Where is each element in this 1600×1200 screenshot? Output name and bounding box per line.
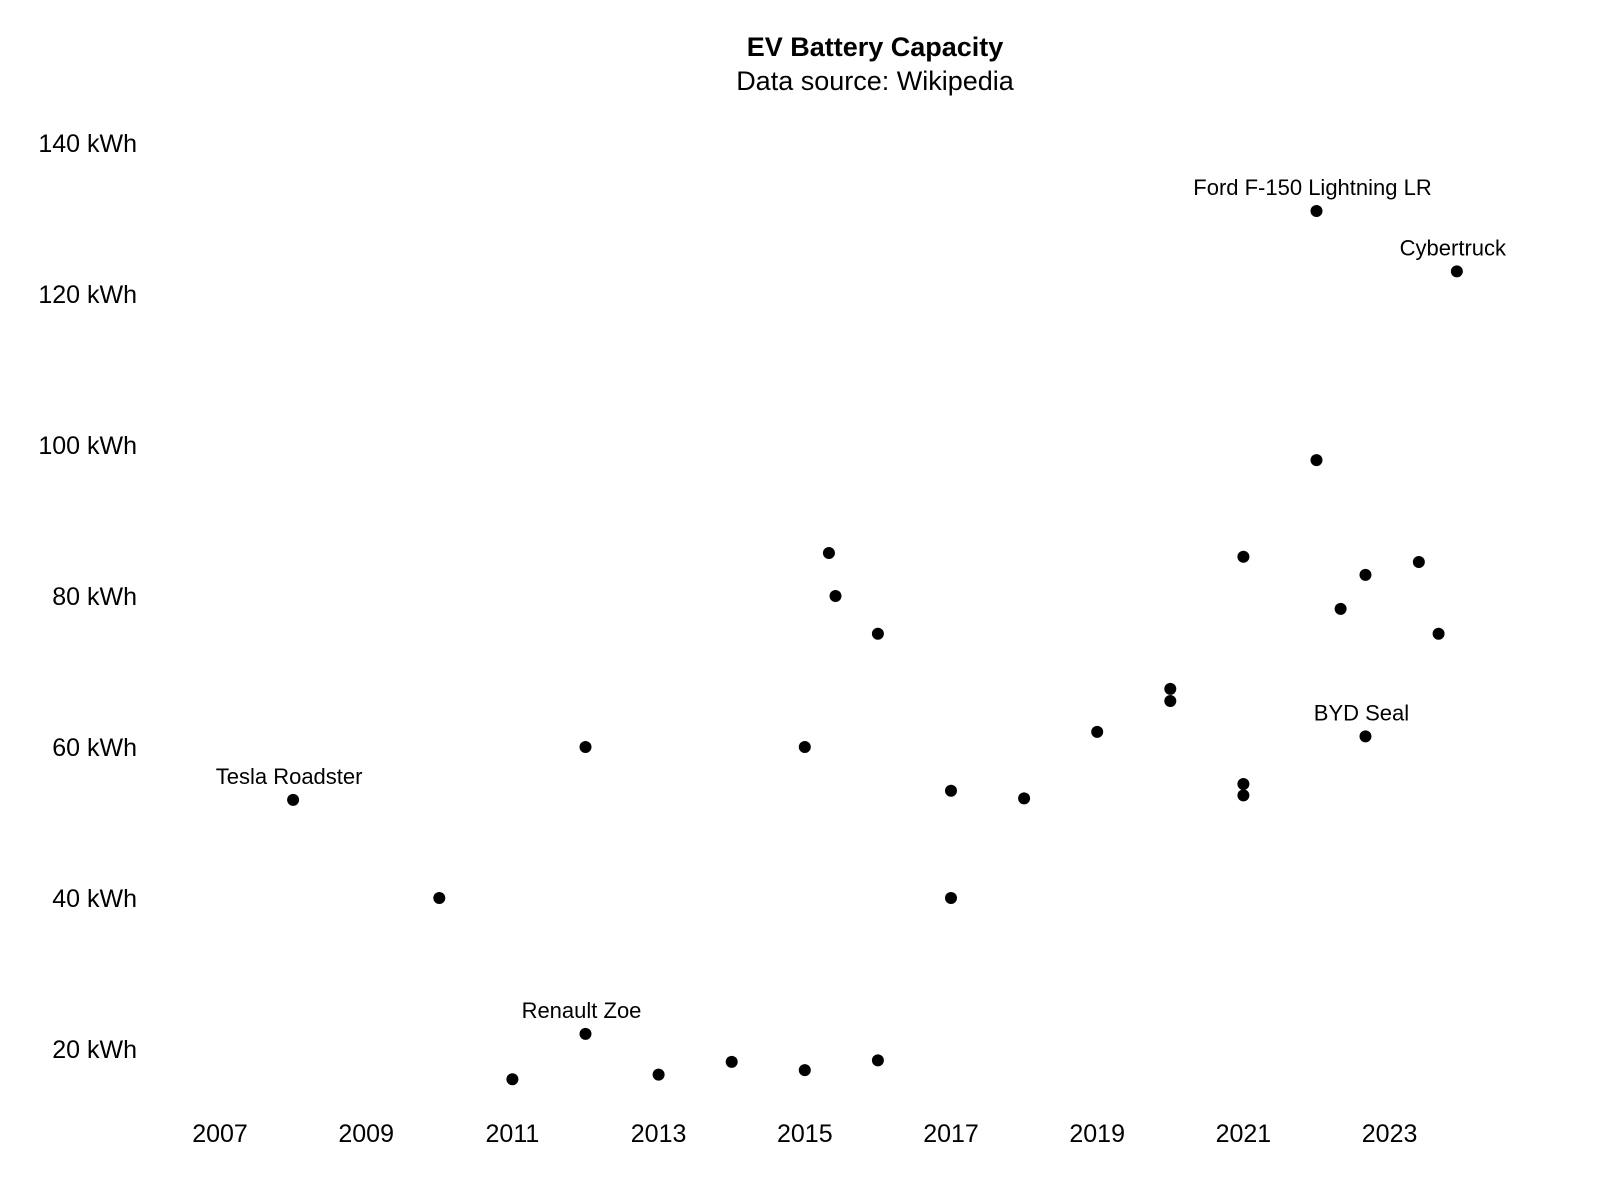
data-point [945, 892, 957, 904]
x-tick-label: 2021 [1216, 1120, 1272, 1148]
data-point [1164, 694, 1177, 707]
x-tick-label: 2009 [338, 1120, 394, 1148]
data-point [798, 741, 811, 753]
data-point [287, 793, 300, 806]
data-point [579, 741, 592, 753]
point-annotations: Tesla Roadster Renault Zoe Ford F-150 Ligh… [216, 175, 1507, 1023]
y-tick-label: 60 kWh [52, 734, 137, 762]
point-label: BYD Seal [1314, 700, 1409, 725]
data-point [871, 627, 884, 640]
y-tick-label: 20 kWh [52, 1036, 137, 1064]
data-point [652, 1068, 665, 1081]
data-point [1432, 627, 1445, 640]
x-tick-label: 2013 [631, 1120, 687, 1148]
data-points [287, 204, 1463, 1086]
data-point [1237, 789, 1250, 802]
data-point [1237, 550, 1250, 563]
x-tick-label: 2015 [777, 1120, 833, 1148]
chart-subtitle: Data source: Wikipedia [736, 66, 1014, 96]
data-point [1450, 265, 1463, 278]
data-point [1310, 204, 1323, 217]
data-point [1237, 777, 1250, 790]
chart-title: EV Battery Capacity [746, 32, 1004, 62]
data-point [433, 892, 446, 904]
data-point [725, 1055, 738, 1068]
data-point [1091, 725, 1104, 738]
data-point [1334, 602, 1347, 615]
data-point [1412, 556, 1425, 569]
y-tick-label: 100 kWh [38, 432, 137, 460]
x-tick-label: 2019 [1069, 1120, 1125, 1148]
y-axis: 20 kWh 40 kWh 60 kWh 80 kWh 100 kWh 120 kWh 14… [38, 130, 137, 1064]
y-tick-label: 40 kWh [52, 885, 137, 913]
data-point [1018, 792, 1031, 805]
point-label: Tesla Roadster [216, 764, 363, 789]
x-tick-label: 2011 [486, 1120, 540, 1148]
x-tick-label: 2007 [192, 1120, 248, 1148]
x-axis: 2007 2009 2011 2013 2015 2017 2019 2021 2023 [192, 1120, 1417, 1148]
data-point [945, 784, 957, 797]
data-point [829, 590, 842, 602]
y-tick-label: 80 kWh [52, 583, 137, 611]
y-tick-label: 140 kWh [38, 130, 137, 158]
data-point [1359, 568, 1372, 581]
data-point [822, 546, 835, 559]
x-tick-label: 2017 [923, 1120, 979, 1148]
data-point [1359, 730, 1372, 743]
data-point [1164, 682, 1177, 695]
x-tick-label: 2023 [1362, 1120, 1418, 1148]
y-tick-label: 120 kWh [38, 281, 137, 309]
data-point [871, 1054, 884, 1067]
data-point [1310, 454, 1323, 467]
data-point [579, 1027, 592, 1040]
point-label: Ford F-150 Lightning LR [1193, 175, 1431, 200]
data-point [506, 1073, 519, 1086]
data-point [798, 1064, 811, 1077]
point-label: Renault Zoe [522, 998, 642, 1023]
point-label: Cybertruck [1400, 235, 1507, 260]
